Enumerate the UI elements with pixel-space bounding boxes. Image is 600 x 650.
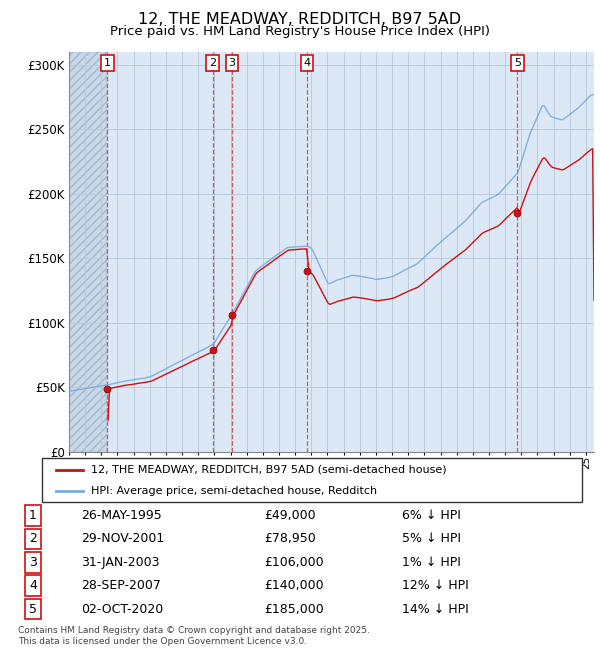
Text: 5: 5: [514, 58, 521, 68]
Text: 4: 4: [304, 58, 311, 68]
Text: 4: 4: [29, 579, 37, 592]
Text: 1% ↓ HPI: 1% ↓ HPI: [402, 556, 461, 569]
Text: £78,950: £78,950: [264, 532, 316, 545]
Text: 12, THE MEADWAY, REDDITCH, B97 5AD: 12, THE MEADWAY, REDDITCH, B97 5AD: [139, 12, 461, 27]
Text: This data is licensed under the Open Government Licence v3.0.: This data is licensed under the Open Gov…: [18, 637, 307, 646]
Text: £185,000: £185,000: [264, 603, 324, 616]
Text: £106,000: £106,000: [264, 556, 323, 569]
Text: HPI: Average price, semi-detached house, Redditch: HPI: Average price, semi-detached house,…: [91, 486, 377, 496]
Text: £49,000: £49,000: [264, 509, 316, 522]
Text: 12, THE MEADWAY, REDDITCH, B97 5AD (semi-detached house): 12, THE MEADWAY, REDDITCH, B97 5AD (semi…: [91, 465, 446, 475]
Bar: [69, 52, 107, 452]
Text: 26-MAY-1995: 26-MAY-1995: [81, 509, 162, 522]
Text: 1: 1: [29, 509, 37, 522]
Text: 12% ↓ HPI: 12% ↓ HPI: [402, 579, 469, 592]
Text: 5% ↓ HPI: 5% ↓ HPI: [402, 532, 461, 545]
Text: Contains HM Land Registry data © Crown copyright and database right 2025.: Contains HM Land Registry data © Crown c…: [18, 626, 370, 635]
Text: Price paid vs. HM Land Registry's House Price Index (HPI): Price paid vs. HM Land Registry's House …: [110, 25, 490, 38]
Text: 2: 2: [29, 532, 37, 545]
Text: 5: 5: [29, 603, 37, 616]
Text: 3: 3: [229, 58, 235, 68]
Text: 14% ↓ HPI: 14% ↓ HPI: [402, 603, 469, 616]
Text: 2: 2: [209, 58, 217, 68]
Text: £140,000: £140,000: [264, 579, 323, 592]
Text: 31-JAN-2003: 31-JAN-2003: [81, 556, 160, 569]
Text: 1: 1: [104, 58, 111, 68]
Text: 29-NOV-2001: 29-NOV-2001: [81, 532, 164, 545]
Text: 28-SEP-2007: 28-SEP-2007: [81, 579, 161, 592]
Text: 02-OCT-2020: 02-OCT-2020: [81, 603, 163, 616]
FancyBboxPatch shape: [42, 458, 582, 502]
Text: 3: 3: [29, 556, 37, 569]
Text: 6% ↓ HPI: 6% ↓ HPI: [402, 509, 461, 522]
